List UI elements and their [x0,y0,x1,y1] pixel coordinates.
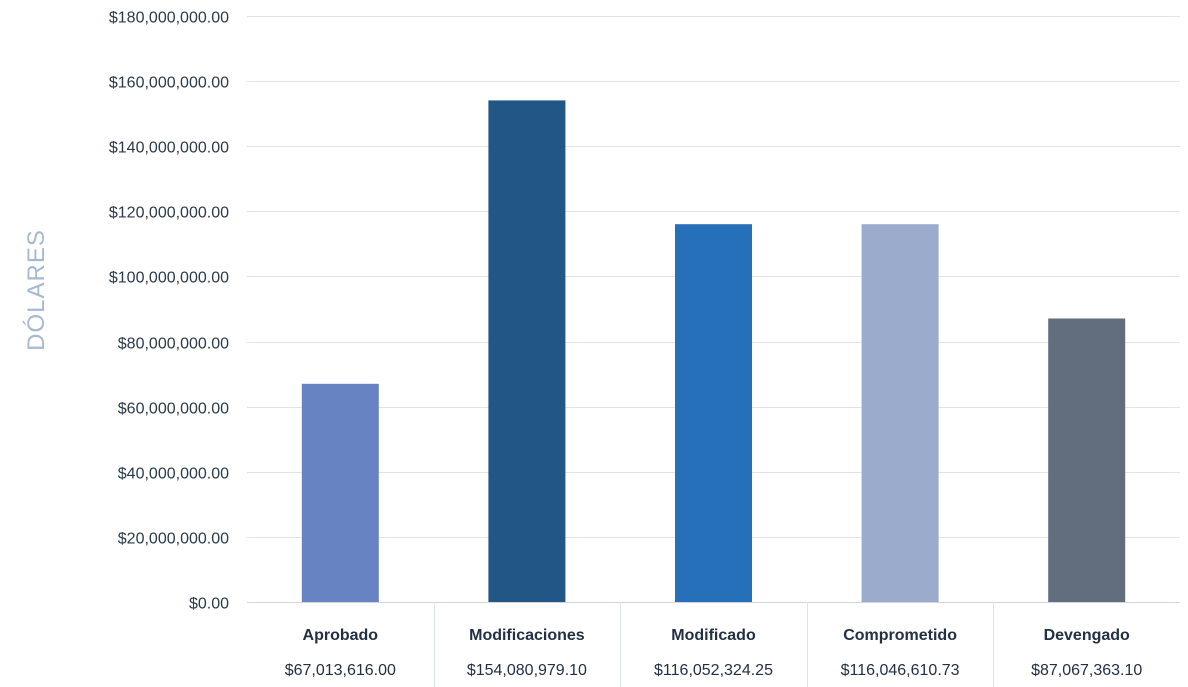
data-label: $116,052,324.25 [654,662,773,679]
y-tick-label: $120,000,000.00 [109,205,229,222]
y-tick-label: $80,000,000.00 [118,336,229,353]
x-tick-label: Devengado [1044,627,1130,644]
data-label: $116,046,610.73 [841,662,960,679]
y-tick-label: $140,000,000.00 [109,140,229,157]
bar-comprometido [861,224,939,602]
category-table: Aprobado $67,013,616.00 Modificaciones $154… [285,602,1142,687]
bars [301,100,1126,603]
y-tick-label: $100,000,000.00 [109,270,229,287]
x-tick-label: Modificado [671,627,756,644]
y-tick-label: $40,000,000.00 [118,466,229,483]
y-tick-label: $20,000,000.00 [118,531,229,548]
bar-modificaciones [488,100,566,603]
x-tick-label: Aprobado [303,627,379,644]
x-tick-label: Comprometido [843,627,957,644]
y-axis-tick-labels: $0.00 $20,000,000.00 $40,000,000.00 $60,000… [109,10,229,613]
y-tick-label: $180,000,000.00 [109,10,229,27]
x-tick-label: Modificaciones [469,627,585,644]
data-label: $154,080,979.10 [467,662,587,679]
data-label: $87,067,363.10 [1031,662,1142,679]
bar-aprobado [301,383,379,602]
y-tick-label: $160,000,000.00 [109,75,229,92]
bar-devengado [1048,318,1126,602]
y-axis-label: DÓLARES [23,229,50,351]
y-tick-label: $0.00 [189,596,229,613]
y-tick-label: $60,000,000.00 [118,401,229,418]
bar-modificado [675,224,752,602]
data-label: $67,013,616.00 [285,662,396,679]
